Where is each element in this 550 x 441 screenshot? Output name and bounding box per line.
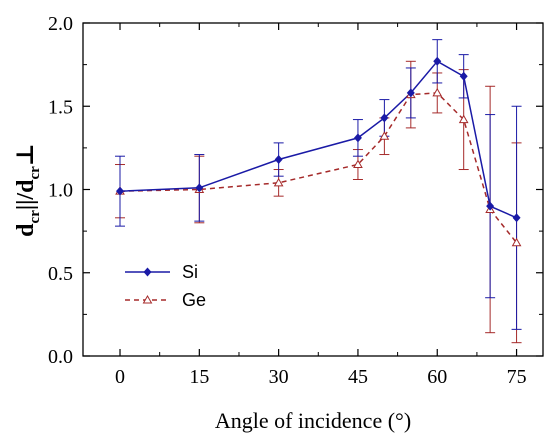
si-point — [459, 71, 468, 81]
si-point — [406, 88, 415, 98]
si-point — [380, 113, 389, 123]
ge-point — [353, 159, 363, 169]
y-axis-title-d1: d — [13, 223, 39, 237]
x-axis-ticks: 0 15 30 45 60 75 — [115, 23, 527, 388]
si-point — [512, 213, 521, 223]
legend-ge-label: Ge — [182, 290, 206, 310]
legend: Si Ge — [125, 262, 206, 310]
si-point — [486, 201, 495, 211]
ge-point — [511, 237, 522, 247]
legend-si-label: Si — [182, 262, 198, 282]
y-axis-title-mid: ||/d — [13, 179, 39, 210]
ge-point — [379, 131, 390, 140]
y-axis-title: dcr||/dcr⊥ — [13, 143, 43, 237]
y-tick-label: 2.0 — [48, 13, 73, 35]
ge-point — [432, 87, 443, 97]
y-axis-title-sub2: cr — [27, 166, 43, 180]
si-point — [353, 133, 362, 143]
y-tick-label: 1.5 — [48, 96, 73, 118]
ge-point — [458, 114, 469, 124]
si-point — [116, 186, 125, 196]
series-markers — [115, 56, 522, 247]
y-tick-label: 0.5 — [48, 263, 73, 285]
ge-point — [273, 177, 284, 187]
y-tick-label: 1.0 — [48, 180, 73, 202]
x-tick-label: 30 — [269, 366, 289, 388]
error-bars — [115, 39, 522, 344]
x-tick-label: 0 — [115, 366, 125, 388]
series-lines — [119, 60, 518, 244]
legend-si-marker — [143, 267, 152, 277]
y-axis-ticks: 0.0 0.5 1.0 1.5 2.0 — [48, 13, 543, 368]
x-axis-title: Angle of incidence (°) — [215, 408, 411, 433]
si-point — [195, 183, 204, 193]
si-point — [274, 155, 283, 165]
ge-series-line — [119, 92, 518, 244]
x-tick-label: 15 — [189, 366, 209, 388]
y-axis-title-perp: ⊥ — [13, 143, 39, 166]
si-series-line — [119, 60, 517, 219]
x-tick-label: 45 — [348, 366, 368, 388]
x-tick-label: 60 — [427, 366, 447, 388]
y-axis-title-sub1: cr — [27, 210, 43, 224]
si-point — [433, 56, 442, 66]
x-tick-label: 75 — [507, 366, 527, 388]
y-tick-label: 0.0 — [48, 346, 73, 368]
legend-ge-marker — [142, 294, 153, 304]
